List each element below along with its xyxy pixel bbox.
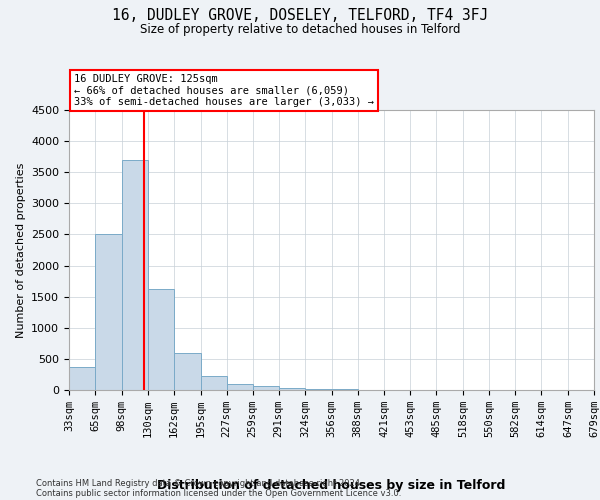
Y-axis label: Number of detached properties: Number of detached properties bbox=[16, 162, 26, 338]
Text: Contains HM Land Registry data © Crown copyright and database right 2024.: Contains HM Land Registry data © Crown c… bbox=[36, 478, 362, 488]
Bar bbox=[69, 366, 95, 390]
Bar bbox=[305, 389, 331, 390]
Bar bbox=[174, 352, 200, 390]
Bar bbox=[253, 386, 278, 390]
Bar bbox=[95, 234, 122, 390]
Bar bbox=[200, 376, 227, 390]
Bar bbox=[148, 289, 174, 390]
Text: 16, DUDLEY GROVE, DOSELEY, TELFORD, TF4 3FJ: 16, DUDLEY GROVE, DOSELEY, TELFORD, TF4 … bbox=[112, 8, 488, 22]
Bar bbox=[278, 388, 305, 390]
Text: 16 DUDLEY GROVE: 125sqm
← 66% of detached houses are smaller (6,059)
33% of semi: 16 DUDLEY GROVE: 125sqm ← 66% of detache… bbox=[74, 74, 374, 107]
Text: Size of property relative to detached houses in Telford: Size of property relative to detached ho… bbox=[140, 22, 460, 36]
Bar bbox=[227, 384, 253, 390]
Bar bbox=[122, 160, 148, 390]
Text: Contains public sector information licensed under the Open Government Licence v3: Contains public sector information licen… bbox=[36, 488, 401, 498]
X-axis label: Distribution of detached houses by size in Telford: Distribution of detached houses by size … bbox=[157, 479, 506, 492]
